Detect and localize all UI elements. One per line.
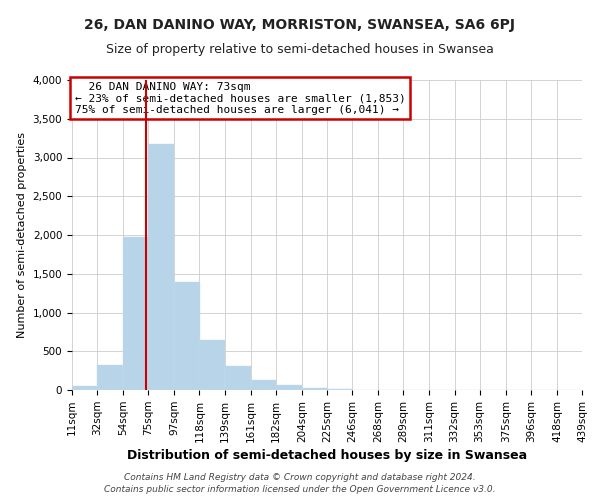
Bar <box>123 238 148 390</box>
Text: Size of property relative to semi-detached houses in Swansea: Size of property relative to semi-detach… <box>106 42 494 56</box>
Bar <box>148 144 175 390</box>
Bar <box>327 389 352 390</box>
Bar <box>199 340 224 390</box>
Text: 26 DAN DANINO WAY: 73sqm  
← 23% of semi-detached houses are smaller (1,853)
75%: 26 DAN DANINO WAY: 73sqm ← 23% of semi-d… <box>74 82 406 115</box>
Bar <box>276 384 302 390</box>
Bar <box>224 366 251 390</box>
Bar <box>72 386 97 390</box>
Y-axis label: Number of semi-detached properties: Number of semi-detached properties <box>17 132 27 338</box>
Bar <box>175 282 199 390</box>
Bar <box>97 365 123 390</box>
Text: 26, DAN DANINO WAY, MORRISTON, SWANSEA, SA6 6PJ: 26, DAN DANINO WAY, MORRISTON, SWANSEA, … <box>85 18 515 32</box>
Text: Contains public sector information licensed under the Open Government Licence v3: Contains public sector information licen… <box>104 485 496 494</box>
Bar <box>302 388 327 390</box>
X-axis label: Distribution of semi-detached houses by size in Swansea: Distribution of semi-detached houses by … <box>127 449 527 462</box>
Bar <box>251 380 276 390</box>
Text: Contains HM Land Registry data © Crown copyright and database right 2024.: Contains HM Land Registry data © Crown c… <box>124 472 476 482</box>
